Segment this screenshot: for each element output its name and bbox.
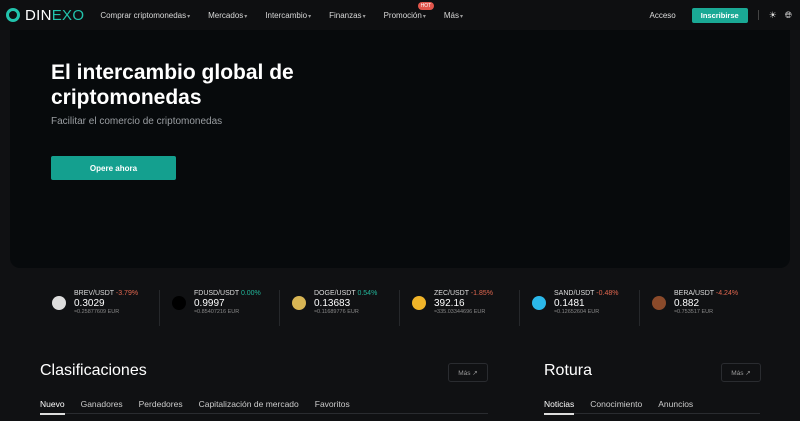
news-title: Rotura: [544, 362, 593, 379]
pair-name: ZEC/USDT: [434, 290, 469, 297]
pair-name: DOGE/USDT: [314, 290, 356, 297]
menu-more[interactable]: Más: [444, 11, 463, 20]
trade-now-button[interactable]: Opere ahora: [51, 156, 176, 180]
ticker-item[interactable]: SAND/USDT -0.48% 0.1481 ≈0.12652604 EUR: [520, 290, 640, 326]
price-change: -3.79%: [115, 290, 139, 297]
sand-coin-icon: [532, 296, 546, 310]
price: 392.16: [434, 298, 465, 309]
menu-buy-crypto[interactable]: Comprar criptomonedas: [100, 11, 190, 20]
price-change: 0.54%: [357, 290, 378, 297]
logo-icon: [6, 8, 20, 22]
eur-price: ≈0.12652604 EUR: [554, 309, 600, 315]
menu-finance[interactable]: Finanzas: [329, 11, 365, 20]
hero-subtitle: Facilitar el comercio de criptomonedas: [51, 116, 223, 127]
hero-banner: [10, 30, 790, 268]
price: 0.3029: [74, 298, 105, 309]
hero-title: El intercambio global de criptomonedas: [51, 61, 294, 109]
ticker-item[interactable]: FDUSD/USDT 0.00% 0.9997 ≈0.85407216 EUR: [160, 290, 280, 326]
tab-nuevo[interactable]: Nuevo: [40, 399, 65, 415]
price: 0.882: [674, 298, 700, 309]
zec-coin-icon: [412, 296, 426, 310]
tab-favoritos[interactable]: Favoritos: [314, 399, 350, 409]
rankings-more-button[interactable]: Más ↗: [448, 363, 488, 382]
eur-price: ≈0.85407216 EUR: [194, 309, 240, 315]
price-change: -1.85%: [470, 290, 494, 297]
news-tabs: Noticias Conocimiento Anuncios: [544, 399, 760, 415]
ticker-item[interactable]: DOGE/USDT 0.54% 0.13683 ≈0.11689776 EUR: [280, 290, 400, 326]
eur-price: ≈0.753517 EUR: [674, 309, 714, 315]
menu-markets[interactable]: Mercados: [208, 11, 247, 20]
pair-name: SAND/USDT: [554, 290, 595, 297]
pair-name: BERA/USDT: [674, 290, 714, 297]
tab-anuncios[interactable]: Anuncios: [658, 399, 694, 409]
login-link[interactable]: Acceso: [649, 10, 676, 20]
hot-badge: HOT: [417, 1, 435, 10]
price: 0.9997: [194, 298, 225, 309]
news-more-button[interactable]: Más ↗: [721, 363, 761, 382]
logo[interactable]: DIN EXO: [6, 7, 84, 24]
price: 0.13683: [314, 298, 351, 309]
price-change: -4.24%: [715, 290, 739, 297]
eur-price: ≈0.25877609 EUR: [74, 309, 120, 315]
signup-button[interactable]: Inscribirse: [691, 7, 748, 23]
ticker-bar: BREV/USDT -3.79% 0.3029 ≈0.25877609 EUR …: [40, 290, 760, 326]
tab-conocimiento[interactable]: Conocimiento: [590, 399, 643, 409]
fdusd-coin-icon: [172, 296, 186, 310]
tab-capitalización-de-mercado[interactable]: Capitalización de mercado: [198, 399, 299, 409]
theme-toggle-icon[interactable]: ☀: [768, 9, 777, 20]
price-change: 0.00%: [240, 290, 261, 297]
menu-exchange[interactable]: Intercambio: [265, 11, 311, 20]
menu-promotion[interactable]: Promoción HOT: [383, 1, 435, 20]
main-menu: Comprar criptomonedas Mercados Intercamb…: [100, 1, 481, 20]
rankings-title: Clasificaciones: [40, 362, 147, 379]
divider: [757, 10, 759, 20]
ticker-item[interactable]: BERA/USDT -4.24% 0.882 ≈0.753517 EUR: [640, 290, 760, 326]
menu-promotion-label: Promoción: [383, 10, 422, 20]
price-change: -0.48%: [596, 290, 619, 297]
eur-price: ≈0.11689776 EUR: [314, 309, 359, 315]
ticker-item[interactable]: ZEC/USDT -1.85% 392.16 ≈335.03344696 EUR: [400, 290, 520, 326]
price: 0.1481: [554, 298, 585, 309]
brev-coin-icon: [52, 296, 66, 310]
eur-price: ≈335.03344696 EUR: [434, 309, 486, 315]
bera-coin-icon: [652, 296, 666, 310]
tab-ganadores[interactable]: Ganadores: [80, 399, 123, 409]
tab-noticias[interactable]: Noticias: [544, 399, 575, 415]
globe-icon[interactable]: 🌐︎: [784, 9, 792, 20]
doge-coin-icon: [292, 296, 306, 310]
pair-name: FDUSD/USDT: [194, 290, 239, 297]
rankings-tabs: Nuevo Ganadores Perdedores Capitalización d…: [40, 399, 488, 415]
tab-perdedores[interactable]: Perdedores: [138, 399, 183, 409]
ticker-item[interactable]: BREV/USDT -3.79% 0.3029 ≈0.25877609 EUR: [40, 290, 160, 326]
pair-name: BREV/USDT: [74, 290, 114, 297]
